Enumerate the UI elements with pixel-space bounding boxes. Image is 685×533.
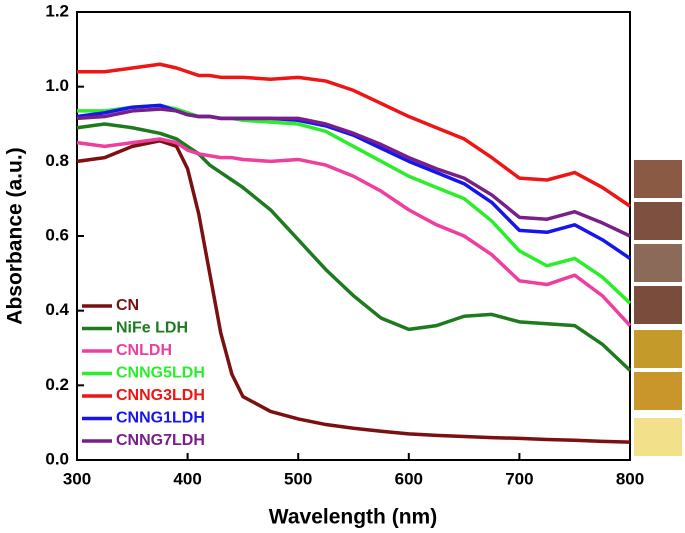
legend-text: CNNG3LDH xyxy=(116,387,205,404)
photo xyxy=(634,244,682,282)
sample-photos xyxy=(634,160,682,456)
photo xyxy=(634,418,682,456)
series-line xyxy=(76,103,631,260)
y-tick-label: 0.4 xyxy=(45,300,69,319)
series-line xyxy=(77,103,632,305)
legend-text: CN xyxy=(116,297,139,314)
photo xyxy=(634,202,682,240)
x-axis-title: Wavelength (nm) xyxy=(269,506,437,529)
photo xyxy=(634,160,682,198)
y-axis-title: Absorbance (a.u.) xyxy=(4,147,27,324)
series-line xyxy=(76,137,632,327)
y-tick-label: 0.8 xyxy=(45,151,69,170)
y-tick-label: 0.6 xyxy=(45,225,69,244)
legend-text: CNLDH xyxy=(116,342,172,359)
legend-text: CNNG1LDH xyxy=(116,410,205,427)
legend-text: NiFe LDH xyxy=(116,320,188,337)
x-tick-label: 400 xyxy=(173,469,201,488)
legend-text: CNNG7LDH xyxy=(116,432,205,449)
x-tick-label: 600 xyxy=(395,469,423,488)
series-line xyxy=(76,122,632,372)
x-tick-label: 700 xyxy=(505,469,533,488)
series-line xyxy=(76,139,631,444)
x-tick-label: 300 xyxy=(63,469,91,488)
y-tick-label: 0.2 xyxy=(45,375,69,394)
y-tick-label: 1.0 xyxy=(45,76,69,95)
photo xyxy=(634,330,682,368)
photo xyxy=(634,372,682,410)
y-tick-label: 0.0 xyxy=(45,449,69,468)
series-line xyxy=(76,107,631,238)
y-tick-label: 1.2 xyxy=(45,1,69,20)
series-line xyxy=(77,62,631,208)
x-tick-label: 500 xyxy=(284,469,312,488)
photo xyxy=(634,286,682,324)
x-tick-label: 800 xyxy=(616,469,644,488)
legend-text: CNNG5LDH xyxy=(116,365,205,382)
